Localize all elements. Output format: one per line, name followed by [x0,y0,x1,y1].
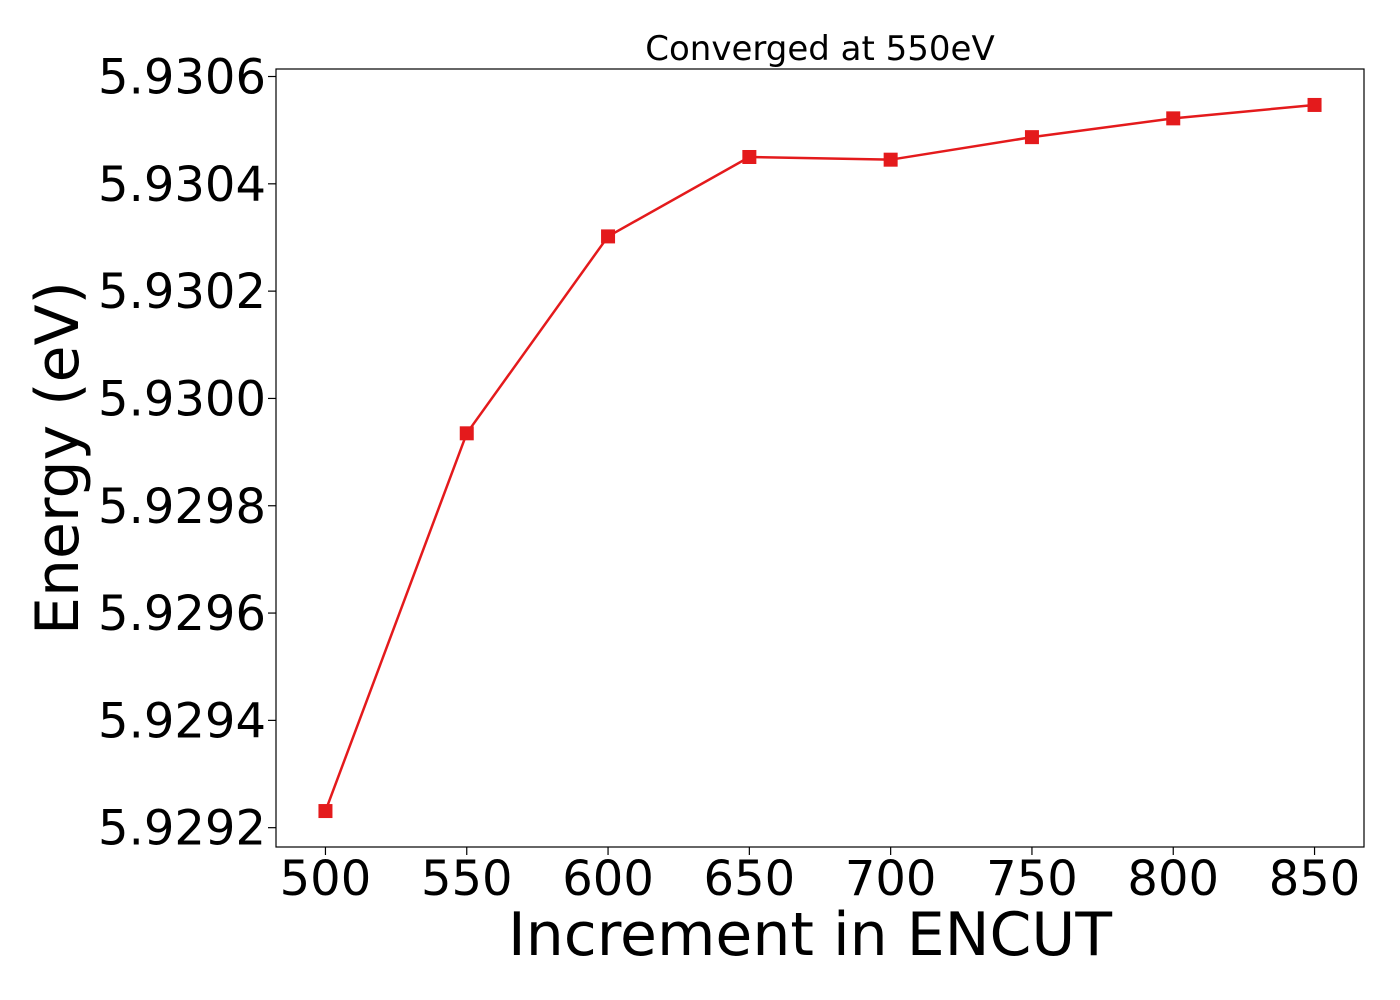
x-tick-label: 650 [704,851,796,907]
data-point [742,149,757,164]
x-tick-label: 750 [986,851,1078,907]
chart-title: Converged at 550eV [645,29,994,69]
y-tick-label: 5.9294 [98,693,266,749]
series-layer [318,97,1322,819]
y-axis-title: Energy (eV) [23,281,93,635]
data-point [601,229,616,244]
x-tick-label: 700 [845,851,937,907]
data-point [883,152,898,167]
data-point [1166,111,1181,126]
y-tick-label: 5.9302 [98,264,266,320]
x-tick-label: 800 [1127,851,1219,907]
x-axis: 500 550 600 650 700 750 800 850 [280,847,1361,907]
plot-frame [275,68,1365,848]
x-tick-label: 600 [562,851,654,907]
series-line [324,103,1315,812]
x-tick-label: 850 [1269,851,1361,907]
data-point [1024,130,1039,145]
plot-area [275,68,1365,848]
y-tick-label: 5.9296 [98,586,266,642]
y-tick-label: 5.9292 [98,801,266,857]
x-axis-title: Increment in ENCUT [508,900,1112,970]
y-tick-label: 5.9304 [98,157,266,213]
data-point [318,804,333,819]
y-axis: 5.9292 5.9294 5.9296 5.9298 5.9300 5.9302 5.93… [98,50,276,857]
data-point [459,426,474,441]
data-point [1307,97,1322,112]
y-tick-label: 5.9298 [98,479,266,535]
y-tick-label: 5.9306 [98,50,266,106]
x-tick-label: 550 [421,851,513,907]
y-tick-label: 5.9300 [98,371,266,427]
x-tick-label: 500 [280,851,372,907]
